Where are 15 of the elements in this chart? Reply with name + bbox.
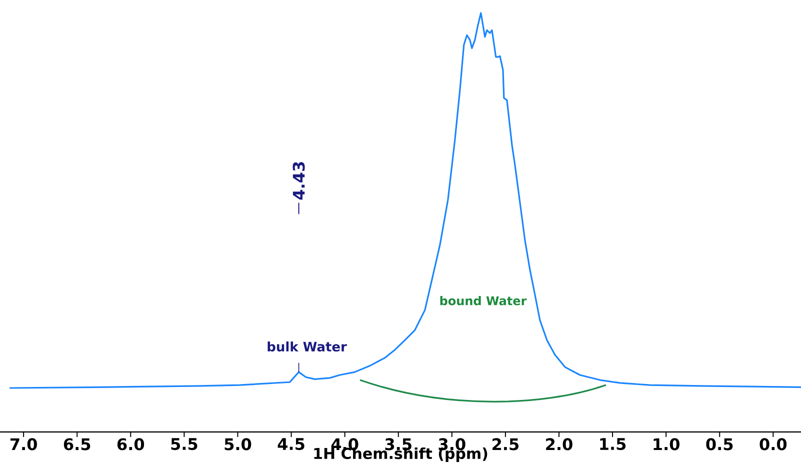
x-tick-label: 6.0 [117, 438, 144, 450]
x-tick-label: 4.5 [278, 438, 304, 450]
x-tick-label: 2.0 [546, 438, 572, 450]
x-tick-label: 5.0 [224, 438, 252, 450]
x-tick-label: 5.5 [171, 438, 198, 450]
x-tick-label: 1.0 [654, 438, 680, 450]
x-tick-label: 0.5 [706, 438, 733, 450]
annotation: bulk Water [268, 341, 347, 352]
x-tick-label: 2.5 [492, 438, 518, 450]
annotation: 4.43 [292, 162, 305, 200]
x-tick-label: 0.0 [760, 438, 787, 450]
annotation: bound Water [440, 296, 527, 306]
x-tick-label: 6.5 [64, 438, 90, 450]
x-tick-label: 1.5 [600, 438, 626, 450]
x-tick-label: 7.0 [10, 438, 37, 450]
